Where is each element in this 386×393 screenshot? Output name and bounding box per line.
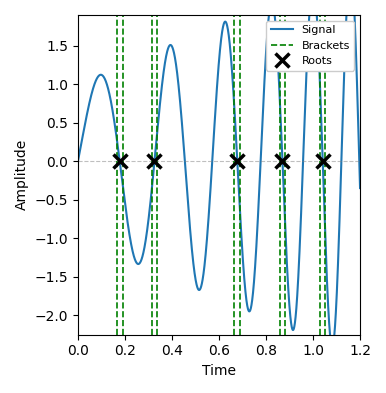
Legend: Signal, Brackets, Roots: Signal, Brackets, Roots xyxy=(266,20,354,71)
Signal xyxy=(129,242,134,247)
Y-axis label: Amplitude: Amplitude xyxy=(15,139,29,211)
X-axis label: Time: Time xyxy=(202,364,236,378)
Signal xyxy=(76,159,80,164)
Brackets xyxy=(115,159,119,164)
Signal xyxy=(252,278,256,283)
Signal xyxy=(366,360,370,364)
Signal xyxy=(369,315,374,320)
Brackets xyxy=(115,82,119,87)
Line: Signal: Signal xyxy=(78,0,372,362)
Signal xyxy=(188,228,193,233)
Signal xyxy=(317,70,322,75)
Signal xyxy=(267,12,271,17)
Signal xyxy=(295,294,300,299)
